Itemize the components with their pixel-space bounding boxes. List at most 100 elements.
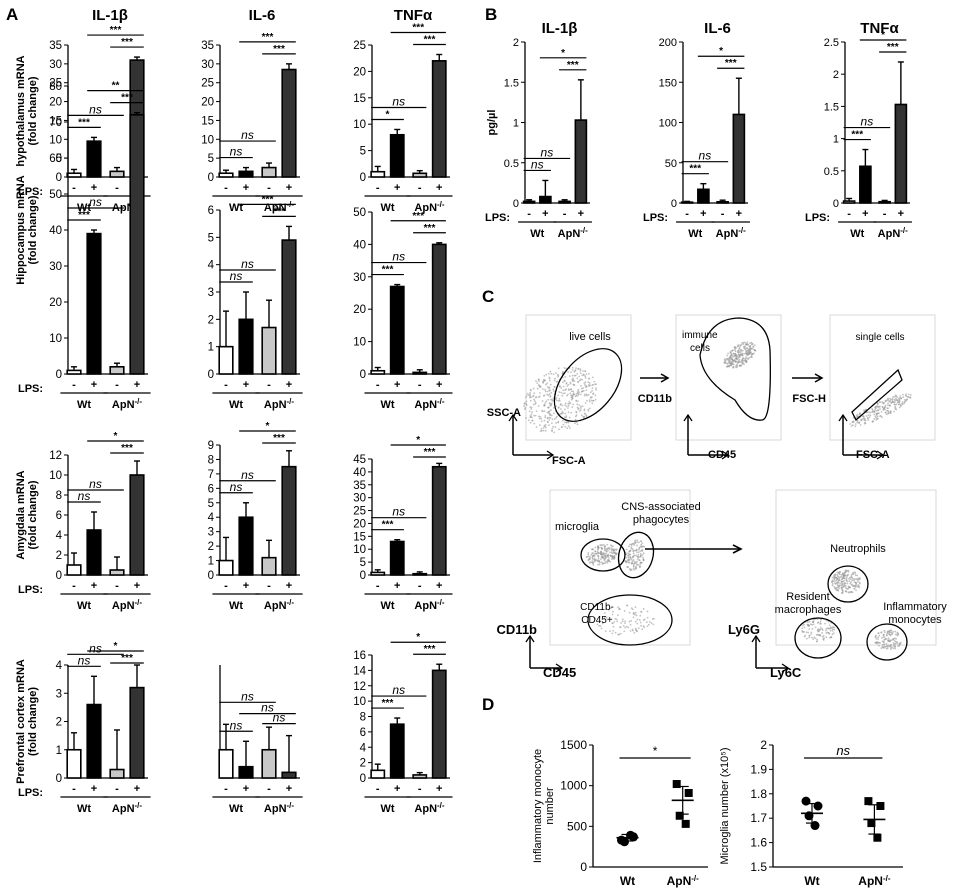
event-dot	[525, 400, 528, 403]
event-dot	[576, 373, 579, 375]
y-tick-label: 45	[353, 454, 366, 466]
group-label-apn: ApN-/-	[414, 801, 444, 815]
event-dot	[550, 414, 553, 417]
event-dot	[555, 399, 558, 402]
bar	[389, 133, 405, 178]
y-axis-label-line2: number	[544, 787, 556, 825]
event-dot	[589, 555, 591, 558]
lps-label: LPS:	[485, 212, 510, 224]
event-dot	[624, 620, 627, 623]
event-dot	[568, 416, 571, 419]
event-dot	[549, 389, 552, 392]
event-dot	[831, 576, 834, 579]
event-dot	[550, 404, 553, 407]
event-dot	[878, 634, 881, 637]
event-dot	[805, 637, 808, 640]
event-dot	[852, 571, 855, 574]
lps-minus: -	[72, 783, 76, 795]
event-dot	[877, 409, 879, 412]
event-dot	[564, 412, 567, 415]
y-tick-label: 5	[208, 232, 214, 244]
event-dot	[539, 430, 542, 432]
event-dot	[583, 382, 586, 385]
y-tick-label: 2	[56, 717, 62, 729]
event-dot	[837, 585, 839, 588]
event-dot	[550, 422, 553, 425]
event-dot	[894, 642, 897, 645]
y-tick-label: 10	[49, 134, 62, 146]
event-dot	[608, 559, 611, 561]
event-dot	[888, 400, 891, 403]
event-dot	[853, 571, 856, 574]
event-dot	[738, 358, 741, 361]
y-tick-label: 10	[353, 337, 366, 349]
event-dot	[640, 624, 642, 627]
event-dot	[636, 622, 639, 625]
x-axis-label: FSC-A	[552, 455, 586, 467]
bar	[732, 113, 746, 204]
event-dot	[833, 574, 835, 577]
event-dot	[867, 419, 870, 421]
significance-label: *	[653, 744, 658, 758]
event-dot	[629, 549, 632, 552]
dot-plot-1: 1.5 1.6 1.7 1.8 1.9 2 Microglia number (x10⁵) n…	[719, 738, 903, 888]
event-dot	[532, 394, 535, 397]
event-dot	[878, 644, 881, 647]
bar	[680, 201, 694, 204]
lps-plus: +	[286, 580, 292, 592]
event-dot	[581, 378, 583, 381]
event-dot	[547, 398, 550, 401]
y-tick-label: 2	[56, 550, 62, 562]
event-dot	[636, 558, 639, 560]
panel-letter-d: D	[482, 695, 494, 714]
y-tick-label: 1	[513, 118, 519, 130]
event-dot	[561, 404, 564, 407]
event-dot	[539, 415, 542, 418]
event-dot	[555, 405, 557, 408]
bar	[412, 572, 428, 576]
event-dot	[899, 641, 902, 644]
lps-minus: -	[115, 580, 119, 592]
bar	[389, 540, 405, 576]
event-dot	[864, 408, 867, 411]
y-tick-label: 8	[208, 454, 214, 466]
event-dot	[641, 628, 644, 631]
event-dot	[591, 387, 594, 390]
event-dot	[741, 349, 744, 352]
lps-plus: +	[134, 580, 140, 592]
event-dot	[561, 419, 564, 422]
y-tick-label: 0	[208, 369, 214, 381]
bar	[574, 119, 588, 204]
y-tick-label: 6	[56, 510, 62, 522]
event-dot	[884, 406, 886, 409]
flow-arrow-head-0	[660, 373, 670, 383]
event-dot	[871, 411, 874, 414]
event-dot	[568, 401, 571, 403]
lps-minus: -	[224, 783, 228, 795]
y-tick-label: 1.7	[750, 811, 767, 825]
gate-neutrophils	[827, 565, 869, 603]
event-dot	[811, 621, 814, 624]
data-point-apn	[684, 788, 693, 797]
event-dot	[891, 401, 894, 404]
event-dot	[625, 625, 628, 628]
event-dot	[840, 580, 843, 583]
group-label-wt: Wt	[77, 803, 91, 815]
event-dot	[736, 350, 739, 352]
event-dot	[605, 616, 608, 619]
event-dot	[525, 417, 527, 419]
event-dot	[576, 377, 579, 380]
group-label-wt: Wt	[380, 803, 394, 815]
y-axis-label: pg/µl	[486, 110, 498, 136]
lps-label: LPS:	[18, 383, 43, 395]
event-dot	[743, 363, 745, 365]
event-dot	[732, 352, 735, 355]
event-dot	[547, 372, 550, 375]
event-dot	[573, 374, 576, 377]
chart-title: IL-6	[249, 7, 276, 24]
event-dot	[742, 359, 745, 362]
y-tick-label: 25	[353, 506, 366, 518]
event-dot	[852, 573, 855, 576]
